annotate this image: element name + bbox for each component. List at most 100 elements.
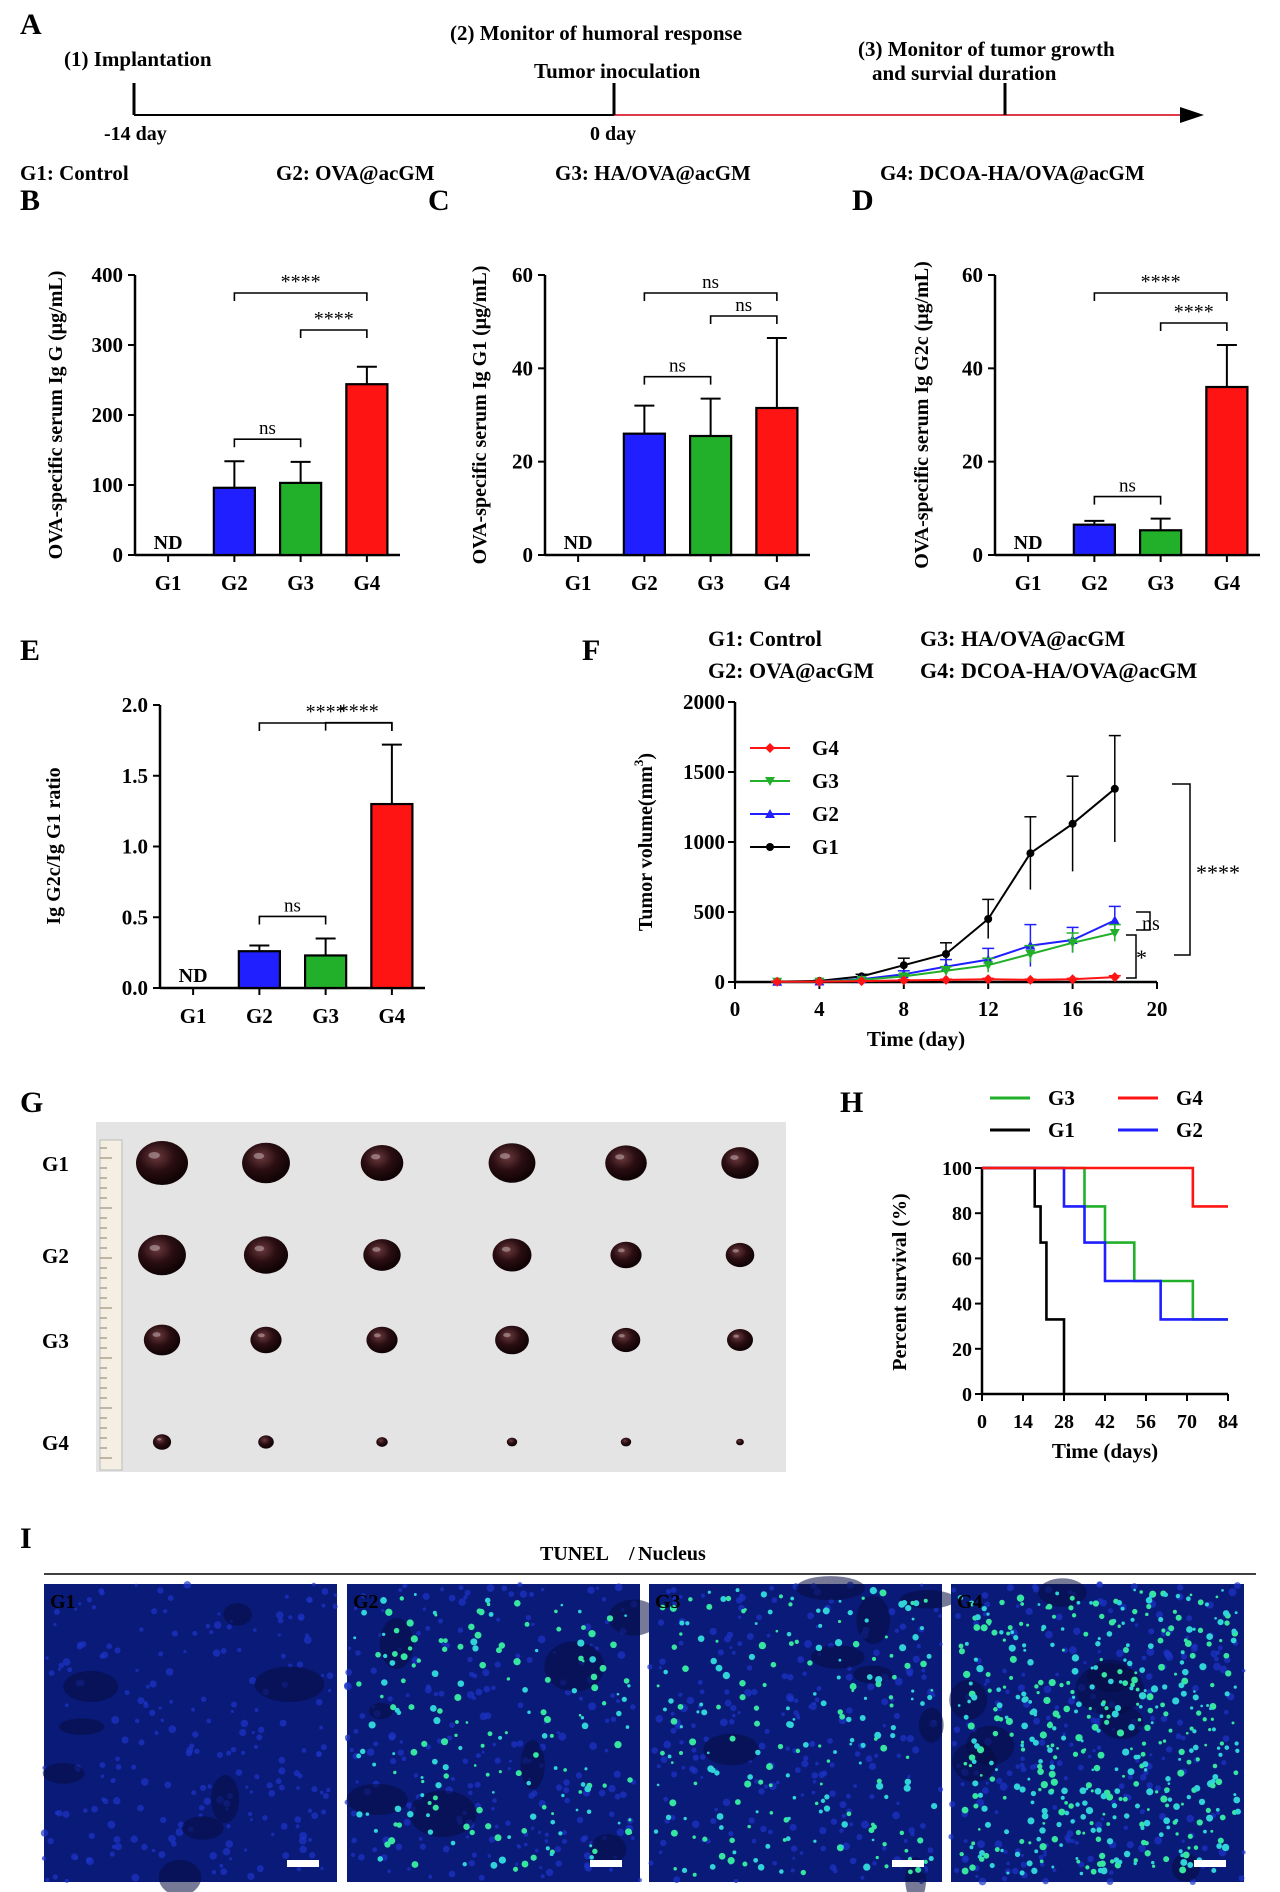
tunel-positive-dot [1197,1599,1204,1606]
nucleus-dot [1160,1631,1166,1637]
nucleus-dot [296,1661,304,1668]
tunel-positive-dot [875,1675,883,1684]
tunel-positive-dot [486,1602,491,1607]
tunel-positive-dot [702,1836,708,1842]
tunel-positive-dot [1165,1631,1171,1637]
nucleus-dot [157,1587,164,1594]
tunel-positive-dot [681,1867,688,1874]
tunel-positive-dot [522,1687,528,1693]
nucleus-dot [841,1813,847,1819]
tumor-highlight [148,1152,160,1159]
nucleus-dot [1160,1715,1168,1723]
nucleus-dot [670,1727,677,1734]
nucleus-dot [1092,1748,1096,1753]
tunel-positive-dot [1085,1782,1092,1789]
tunel-positive-dot [1075,1802,1080,1807]
tunel-positive-dot [1010,1630,1015,1635]
tunel-positive-dot [1050,1642,1055,1648]
legend-g2: G2: OVA@acGM [276,161,435,185]
tunel-positive-dot [1013,1635,1019,1641]
nucleus-dot [1056,1760,1063,1767]
tunel-positive-dot [669,1604,677,1612]
tunel-positive-dot [777,1743,784,1750]
nucleus-dot [800,1793,805,1797]
tumor-highlight [253,1152,265,1159]
nucleus-dot [937,1786,944,1792]
tunel-image-g4: G4 [948,1578,1246,1886]
nucleus-dot [143,1700,148,1705]
tunel-positive-dot [1210,1717,1214,1721]
nucleus-dot [457,1627,464,1633]
tunel-positive-dot [905,1604,912,1612]
nucleus-dot [387,1696,393,1702]
tunel-positive-dot [1152,1864,1156,1868]
tumor-specimen [506,1437,518,1447]
tunel-positive-dot [706,1603,713,1610]
tunel-positive-dot [380,1694,384,1699]
nucleus-dot [737,1641,743,1647]
tunel-positive-dot [919,1626,924,1631]
tunel-positive-dot [473,1764,477,1767]
nucleus-dot [999,1782,1008,1791]
nucleus-dot [249,1818,253,1822]
photo-row-label: G2 [42,1244,69,1268]
tunel-positive-dot [1013,1783,1021,1790]
nucleus-dot [561,1830,567,1836]
tunel-positive-dot [1139,1667,1146,1673]
tunel-positive-dot [860,1742,866,1748]
nucleus-dot [849,1857,857,1865]
tunel-positive-dot [1209,1707,1212,1711]
nucleus-dot [651,1747,658,1754]
nucleus-dot [99,1653,105,1659]
tunel-positive-dot [1186,1596,1191,1602]
tunel-positive-dot [961,1806,969,1814]
nucleus-dot [781,1712,785,1717]
tunel-positive-dot [1079,1787,1087,1795]
tunel-positive-dot [1235,1748,1240,1753]
nucleus-dot [739,1593,744,1597]
nucleus-dot [1106,1878,1114,1886]
tunel-title-slash: / [628,1543,635,1565]
tunel-positive-dot [1219,1741,1224,1746]
tunel-positive-dot [469,1829,475,1836]
nucleus-dot [1241,1850,1246,1855]
tunel-positive-dot [361,1609,368,1616]
tunel-positive-dot [670,1717,678,1725]
nucleus-dot [464,1589,471,1596]
tunel-positive-dot [964,1641,969,1646]
nucleus-dot [216,1751,223,1759]
tunel-positive-dot [1051,1835,1059,1843]
nucleus-dot [505,1820,511,1826]
tunel-positive-dot [734,1799,741,1805]
tunel-positive-dot [1219,1639,1223,1643]
nucleus-dot [277,1633,281,1637]
tunel-positive-dot [431,1758,438,1765]
nucleus-dot [74,1607,78,1611]
tunel-positive-dot [462,1862,467,1867]
tunel-positive-dot [974,1614,981,1621]
nucleus-dot [1069,1646,1077,1654]
bar-g4 [370,802,414,990]
tunel-positive-dot [1040,1780,1048,1789]
tunel-positive-dot [662,1707,667,1712]
tunel-positive-dot [1130,1682,1136,1688]
tunel-positive-dot [1028,1699,1033,1704]
tunel-positive-dot [794,1639,799,1644]
nucleus-dot [366,1748,375,1756]
tunel-positive-dot [1215,1778,1223,1786]
nucleus-dot [975,1874,979,1879]
y-tick-label: 500 [694,900,726,924]
tunel-positive-dot [1114,1767,1119,1772]
tunel-positive-dot [1071,1654,1080,1662]
nucleus-dot [1020,1766,1027,1773]
tunel-positive-dot [1193,1845,1199,1850]
tunel-positive-dot [743,1608,747,1612]
nucleus-dot [630,1704,636,1710]
dark-region [918,1707,944,1743]
y-tick-label: 2.0 [122,693,148,717]
nucleus-dot [563,1787,570,1794]
nucleus-dot [1155,1611,1163,1619]
tunel-positive-dot [802,1741,809,1748]
tunel-positive-dot [389,1660,396,1666]
